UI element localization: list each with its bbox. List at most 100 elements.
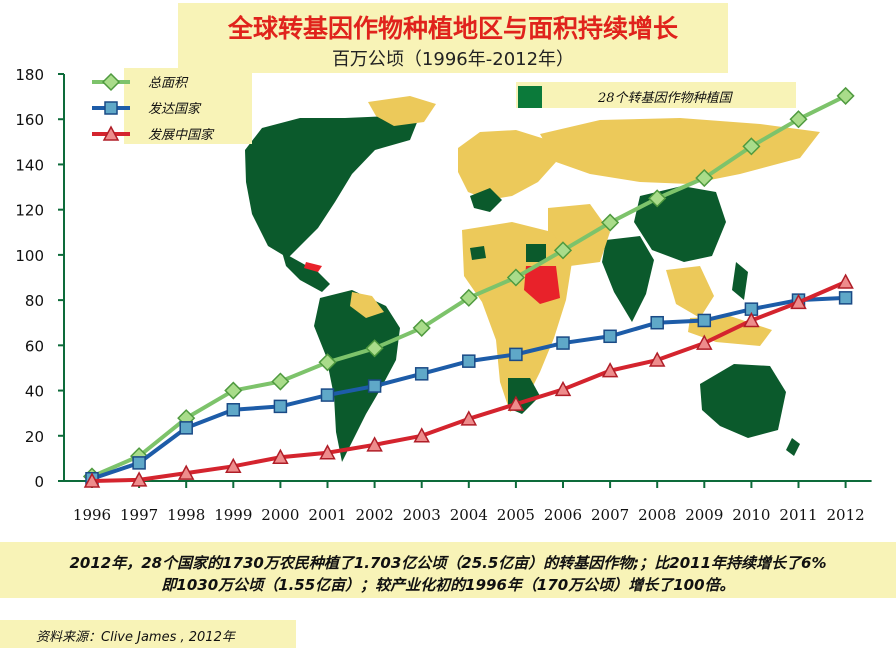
legend-label-total-area: 总面积 (148, 76, 189, 91)
x-tick-label: 2002 (356, 506, 394, 524)
map-sudan (524, 266, 560, 304)
data-point-developed (650, 315, 664, 330)
data-point-developed (697, 313, 712, 328)
map-legend-label: 28个转基因作物种植国 (597, 91, 734, 106)
map-burkina-faso (470, 246, 486, 260)
legend-marker-total-area (101, 72, 121, 92)
chart-title: 全球转基因作物种植地区与面积持续增长 (227, 14, 678, 43)
x-tick-label: 2012 (827, 506, 865, 524)
legend-box (124, 68, 252, 144)
x-tick-label: 1996 (73, 506, 111, 524)
y-tick-label: 20 (25, 428, 44, 446)
data-point-developed (556, 336, 570, 350)
legend-label-developed: 发达国家 (148, 101, 202, 117)
data-point-total-area (224, 381, 243, 400)
data-point-developed (462, 354, 476, 368)
map-europe-green (470, 188, 502, 212)
x-tick-label: 1997 (120, 506, 158, 524)
data-point-developing (319, 444, 336, 460)
x-tick-label: 2006 (544, 506, 582, 524)
x-tick-label: 2000 (261, 506, 299, 524)
data-point-developing (837, 273, 854, 289)
data-point-total-area (553, 241, 573, 260)
map-legend-box (516, 82, 796, 108)
data-point-total-area (412, 318, 431, 337)
data-point-developing (83, 472, 101, 488)
y-tick-label: 40 (25, 383, 44, 401)
data-point-total-area (601, 213, 620, 232)
y-tick-label: 120 (15, 202, 44, 220)
data-point-developed (320, 388, 335, 402)
data-point-developed (179, 421, 193, 435)
map-egypt (526, 244, 546, 262)
map-europe (458, 130, 556, 200)
data-point-total-area (365, 339, 384, 358)
data-point-developing (648, 351, 666, 367)
data-point-developing (460, 410, 478, 426)
data-point-total-area (695, 168, 714, 188)
y-tick-label: 100 (15, 247, 44, 265)
data-point-total-area (742, 137, 761, 156)
y-tick-label: 0 (34, 473, 44, 491)
data-point-total-area (506, 268, 525, 287)
map-legend-swatch (518, 86, 542, 108)
x-tick-label: 2005 (497, 506, 535, 524)
summary-box: 2012年，28个国家的1730万农民种植了1.703亿公顷（25.5亿亩）的转… (0, 542, 896, 598)
summary-line-1: 2012年，28个国家的1730万农民种植了1.703亿公顷（25.5亿亩）的转… (69, 554, 827, 572)
map-legend: 28个转基因作物种植国 (516, 82, 796, 108)
legend-label-developing: 发展中国家 (148, 127, 215, 143)
title-box: 全球转基因作物种植地区与面积持续增长 百万公顷（1996年-2012年） (178, 3, 728, 73)
chart-series (82, 86, 855, 488)
data-point-developing (177, 464, 195, 480)
data-point-developing (366, 436, 383, 452)
y-tick-label: 80 (25, 292, 44, 310)
data-point-developed (273, 399, 288, 414)
data-point-developing (130, 471, 148, 487)
map-se-asia (666, 266, 714, 318)
source-text: 资料来源：Clive James , 2012年 (36, 630, 235, 645)
map-greenland (368, 96, 436, 126)
data-point-total-area (789, 110, 808, 129)
data-point-developing (554, 380, 572, 397)
y-tick-label: 180 (15, 66, 44, 84)
map-south-america (314, 290, 400, 462)
legend-marker-developed (104, 101, 118, 115)
source-box: 资料来源：Clive James , 2012年 (0, 620, 296, 648)
data-point-total-area (459, 288, 478, 307)
world-map (245, 96, 820, 462)
x-tick-label: 2004 (450, 506, 488, 524)
y-tick-label: 140 (15, 156, 44, 174)
chart-subtitle: 百万公顷（1996年-2012年） (331, 49, 575, 70)
data-point-developed (132, 456, 146, 470)
data-point-developing (507, 395, 525, 411)
x-tick-label: 2010 (732, 506, 770, 524)
x-tick-label: 2011 (779, 506, 817, 524)
data-point-developed (367, 379, 382, 393)
data-point-total-area (836, 86, 855, 105)
data-point-developing (225, 457, 242, 474)
map-central-america (282, 252, 330, 292)
x-tick-label: 2009 (685, 506, 723, 524)
x-tick-label: 2007 (591, 506, 629, 524)
y-tick-label: 160 (15, 111, 44, 129)
map-new-zealand (786, 438, 800, 456)
series-developed (85, 291, 853, 486)
data-point-developed (414, 367, 429, 381)
data-point-developing (696, 334, 713, 350)
map-south-america-yellow (350, 292, 384, 318)
line-chart: 28个转基因作物种植国 0 20 40 60 80 100 120 140 160 180 1996… (15, 66, 872, 524)
x-tick-label: 1999 (214, 506, 252, 524)
summary-line-2: 即1030万公顷（1.55亿亩）；较产业化初的1996年（170万公顷）增长了1… (161, 576, 735, 594)
map-india (602, 236, 654, 322)
data-point-developed (838, 291, 853, 305)
series-developing (83, 273, 854, 488)
data-point-developing (743, 311, 760, 328)
data-point-developing (413, 427, 430, 443)
y-tick-label: 60 (25, 337, 44, 355)
chart-axes: 0 20 40 60 80 100 120 140 160 180 1996 1997 1998 1999… (15, 66, 872, 524)
x-tick-label: 1998 (167, 506, 205, 524)
map-cuba (304, 262, 322, 272)
map-north-america (245, 116, 418, 258)
map-russia (540, 118, 820, 184)
